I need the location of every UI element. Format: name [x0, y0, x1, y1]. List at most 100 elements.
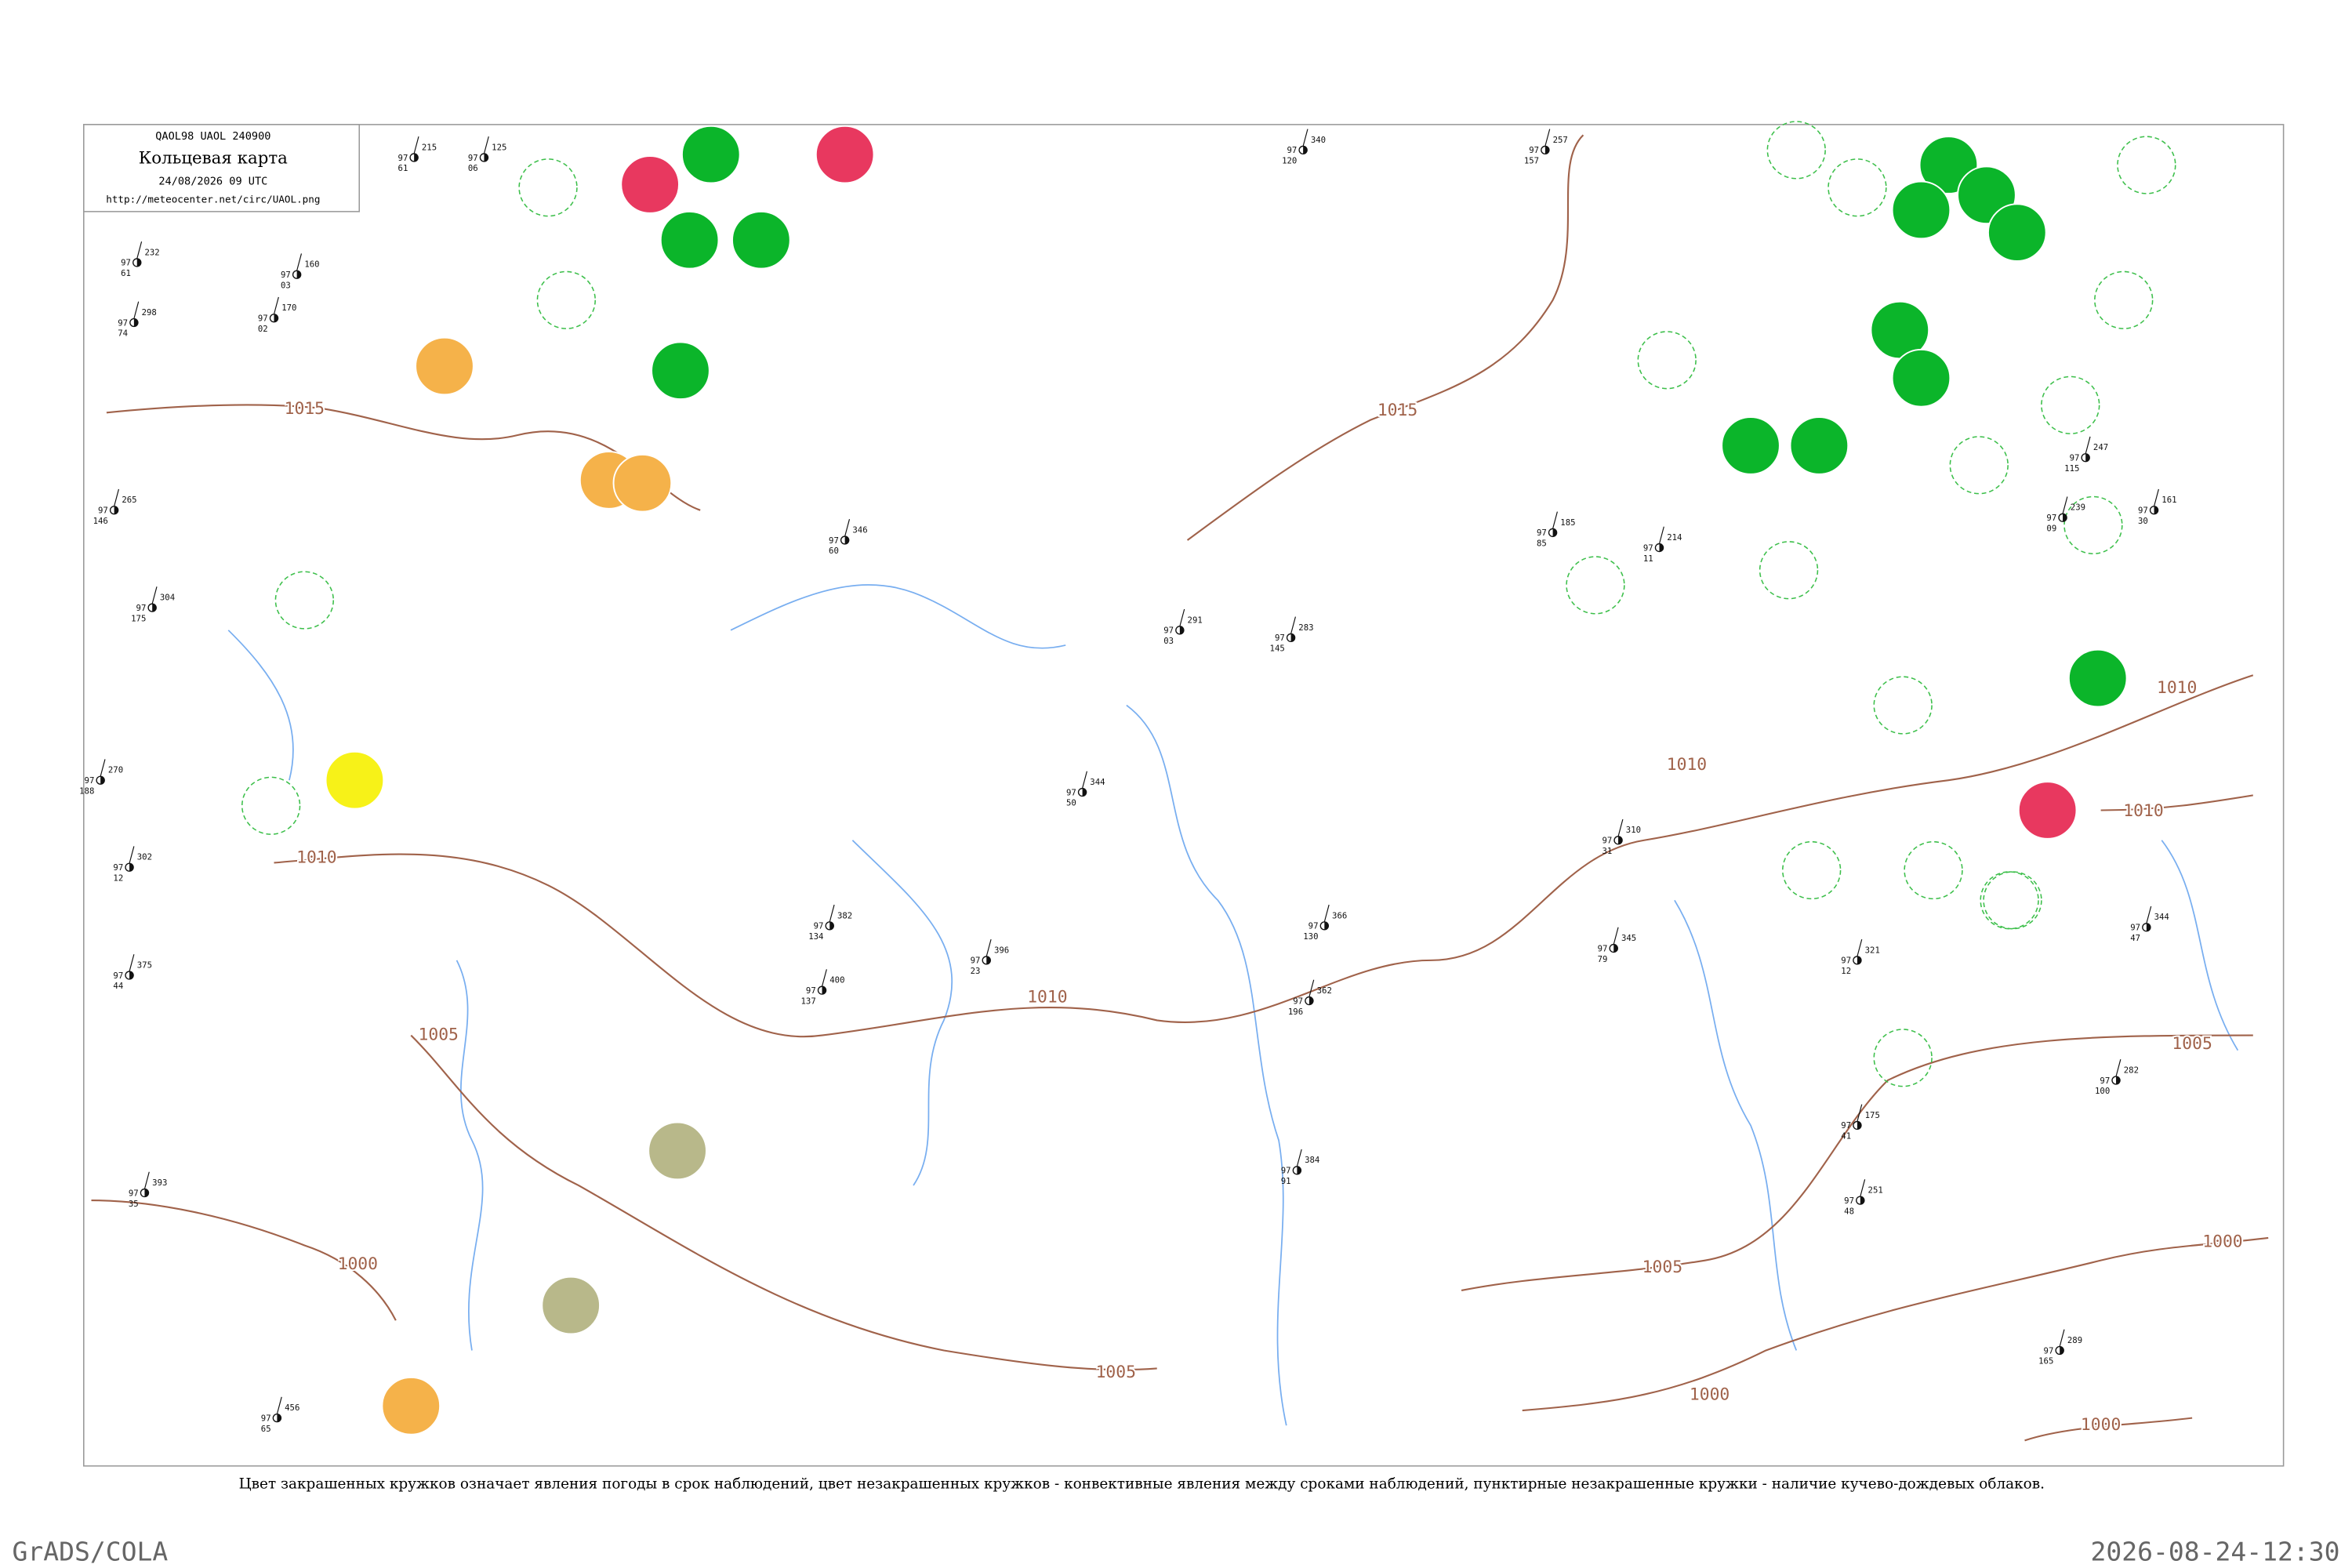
isobar-label: 1005: [1642, 1257, 1682, 1276]
station-pressure: 232: [144, 248, 159, 257]
footer-right: 2026-08-24-12:30: [2091, 1537, 2340, 1567]
station-temp: 97: [113, 863, 123, 873]
dashed-circle: [274, 571, 335, 630]
station-marker-fill: [484, 153, 488, 162]
weather-circle: [1721, 416, 1780, 475]
wind-barb: [1860, 1179, 1866, 1197]
wind-barb: [133, 301, 140, 319]
dashed-circle: [241, 776, 301, 835]
header-code: QAOL98 UAOL 240900: [155, 130, 270, 143]
station-marker-fill: [1290, 633, 1295, 642]
station-temp: 97: [118, 318, 128, 328]
station-dew: 61: [121, 269, 131, 278]
dashed-circle: [1566, 556, 1625, 615]
station-dew: 02: [258, 325, 268, 334]
wind-barb: [296, 253, 303, 271]
wind-barb: [1296, 1149, 1302, 1167]
station-pressure: 456: [285, 1403, 299, 1413]
station-marker-fill: [1324, 921, 1329, 930]
river: [456, 960, 484, 1351]
station-marker-fill: [136, 258, 141, 267]
station-temp: 97: [2130, 924, 2140, 933]
station-marker-fill: [1544, 146, 1549, 154]
station-dew: 03: [1163, 637, 1174, 646]
station-marker-fill: [2060, 1346, 2064, 1355]
isobar: [274, 674, 2254, 1038]
wind-barb: [2154, 488, 2159, 506]
isobar-label: 1000: [2202, 1232, 2242, 1251]
wind-barb: [1857, 1104, 1863, 1122]
header-time: 24/08/2026 09 UTC: [158, 175, 267, 187]
header-frame: [83, 124, 361, 212]
wind-barb: [2115, 1059, 2122, 1077]
station-temp: 97: [1602, 837, 1612, 846]
station-pressure: 125: [492, 143, 506, 152]
station-dew: 115: [2064, 464, 2079, 474]
isobar: [91, 1200, 397, 1321]
station-pressure: 382: [837, 911, 852, 920]
weather-circle: [612, 453, 673, 513]
dashed-circle: [1637, 331, 1697, 390]
wind-barb: [1308, 979, 1315, 997]
dashed-circle: [536, 270, 597, 329]
river: [1674, 899, 1798, 1351]
weather-circle: [659, 210, 720, 270]
isobar: [2024, 1417, 2193, 1442]
station-temp: 97: [129, 1189, 139, 1198]
wind-barb: [2062, 496, 2068, 514]
station-marker-fill: [844, 536, 849, 544]
station-marker-fill: [1860, 1196, 1864, 1205]
station-dew: 175: [131, 614, 146, 623]
isobar-label: 1015: [1377, 400, 1417, 419]
station-pressure: 304: [160, 593, 175, 603]
dashed-circle: [1983, 871, 2042, 930]
river: [1126, 704, 1287, 1426]
station-dew: 09: [2046, 524, 2056, 534]
footer-left: GrADS/COLA: [13, 1537, 169, 1567]
station-pressure: 289: [2067, 1336, 2082, 1345]
station-dew: 11: [1643, 554, 1653, 564]
wind-barb: [1302, 129, 1308, 147]
station-temp: 97: [829, 536, 839, 546]
river: [2161, 840, 2239, 1051]
station-temp: 97: [258, 314, 268, 324]
wind-barb: [276, 1396, 282, 1414]
station-marker-fill: [100, 776, 105, 785]
station-marker-fill: [296, 270, 301, 279]
wind-barb: [100, 759, 106, 777]
station-pressure: 393: [152, 1178, 167, 1188]
station-pressure: 170: [281, 303, 296, 313]
river: [851, 840, 953, 1186]
isobar: [410, 1034, 1157, 1371]
dashed-circle: [2063, 495, 2123, 554]
station-marker-fill: [277, 1414, 281, 1422]
station-pressure: 185: [1560, 518, 1575, 528]
isobar-label: 1005: [1096, 1362, 1136, 1381]
isobar: [1186, 134, 1584, 541]
wind-barb: [1323, 904, 1330, 923]
station-pressure: 302: [137, 853, 152, 862]
wind-barb: [129, 846, 135, 864]
station-dew: 61: [398, 164, 408, 173]
station-temp: 97: [1308, 922, 1319, 931]
isobar-label: 1005: [2172, 1033, 2212, 1053]
station-temp: 97: [1844, 1196, 1854, 1206]
wind-barb: [413, 136, 419, 154]
station-marker-fill: [2085, 453, 2090, 462]
weather-circle: [731, 210, 791, 270]
station-temp: 97: [1598, 944, 1608, 953]
station-temp: 97: [1293, 996, 1303, 1006]
station-marker-fill: [2154, 506, 2158, 514]
weather-circle: [2017, 781, 2078, 840]
station-dew: 137: [800, 996, 815, 1006]
station-pressure: 291: [1188, 615, 1203, 625]
station-pressure: 400: [829, 976, 844, 985]
station-pressure: 310: [1626, 826, 1641, 835]
station-pressure: 298: [142, 308, 157, 318]
station-dew: 130: [1303, 932, 1318, 942]
weather-circle: [681, 125, 741, 184]
station-dew: 146: [93, 517, 108, 526]
isobar-label: 1010: [1667, 754, 1707, 774]
wind-barb: [1613, 927, 1619, 945]
